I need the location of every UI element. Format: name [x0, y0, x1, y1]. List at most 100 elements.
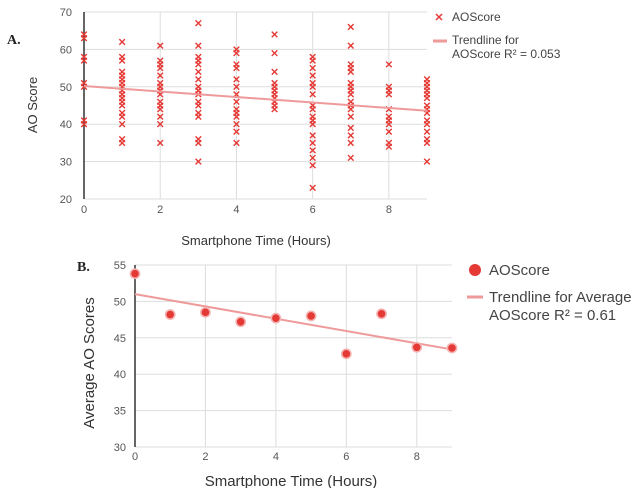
data-point-dot	[340, 348, 352, 360]
data-point-x	[118, 102, 126, 109]
data-point-x	[347, 124, 355, 132]
panel-b-legend-series: AOScore	[489, 262, 550, 279]
data-point-x	[80, 120, 88, 128]
y-tick-label: 50	[114, 296, 126, 308]
y-tick-label: 35	[114, 406, 126, 418]
data-point-x	[271, 68, 278, 76]
data-point-x	[271, 105, 278, 113]
y-tick-label: 20	[60, 194, 72, 206]
panel-a-legend-series: AOScore	[452, 10, 501, 24]
y-tick-label: 40	[60, 119, 72, 131]
data-point-x	[347, 68, 355, 76]
data-point-x	[309, 132, 316, 139]
data-point-x	[347, 42, 355, 49]
panel-a-points	[80, 19, 431, 192]
x-tick-label: 6	[343, 451, 349, 463]
panel-a-legend-trend-line1: Trendline for	[452, 33, 519, 47]
panel-b-x-axis-title: Smartphone Time (Hours)	[205, 473, 378, 488]
data-point-dot	[376, 308, 387, 320]
data-point-dot	[164, 309, 176, 320]
panel-b-y-axis-title: Average AO Scores	[81, 297, 98, 428]
data-point-x	[347, 139, 355, 147]
data-point-x	[309, 72, 316, 79]
panel-a-y-ticks: 20 30 40 50 60 70	[60, 7, 72, 206]
x-tick-label: 8	[414, 451, 420, 463]
data-point-x	[156, 120, 164, 128]
data-point-x	[309, 83, 316, 91]
panel-b-legend-trend-line1: Trendline for Average	[489, 289, 632, 306]
x-tick-label: 0	[132, 451, 138, 463]
data-point-dot	[305, 310, 317, 322]
data-point-x	[118, 139, 126, 147]
x-tick-label: 2	[202, 451, 208, 463]
data-point-x	[118, 57, 126, 64]
data-point-x	[347, 105, 355, 113]
y-tick-label: 45	[114, 333, 126, 345]
data-point-x	[423, 139, 431, 147]
chart-panel-a: A. 20 30 40 50 60 70 0 2 4 6 8 AO Score Smartphon…	[7, 7, 561, 248]
data-point-x	[271, 31, 278, 38]
panel-b-trendline	[134, 293, 453, 351]
data-point-x	[233, 113, 240, 121]
data-point-dot	[235, 316, 247, 328]
data-point-x	[195, 42, 202, 49]
data-point-x	[309, 139, 316, 147]
data-point-x	[423, 128, 431, 135]
panel-b-legend: AOScore Trendline for Average AOScore R²…	[467, 262, 632, 324]
data-point-x	[309, 120, 316, 128]
data-point-x	[385, 120, 393, 128]
data-point-x	[233, 139, 240, 147]
data-point-x	[118, 113, 126, 121]
data-point-x	[156, 72, 164, 79]
data-point-x	[233, 64, 240, 72]
x-tick-label: 2	[157, 204, 163, 216]
data-point-x	[385, 143, 393, 150]
data-point-x	[195, 76, 202, 83]
data-point-x	[309, 154, 316, 162]
panel-a-y-axis-title: AO Score	[25, 77, 40, 133]
panel-a-x-ticks: 0 2 4 6 8	[81, 204, 392, 216]
data-point-x	[309, 184, 316, 192]
data-point-x	[80, 34, 88, 42]
data-point-x	[309, 90, 316, 98]
data-point-x	[233, 76, 240, 83]
panel-a-x-axis-title: Smartphone Time (Hours)	[181, 233, 331, 248]
panel-b-x-ticks: 0 2 4 6 8	[132, 451, 420, 463]
y-tick-label: 30	[60, 157, 72, 169]
data-point-x	[385, 128, 393, 135]
data-point-x	[347, 113, 355, 121]
panel-b-legend-marker-dot	[469, 264, 481, 276]
data-point-x	[156, 113, 164, 121]
panel-b-y-ticks: 30 35 40 45 50 55	[114, 260, 126, 454]
y-tick-label: 70	[60, 7, 72, 19]
data-point-x	[156, 105, 164, 113]
data-point-x	[347, 154, 355, 162]
data-point-x	[309, 57, 316, 64]
x-tick-label: 0	[81, 204, 87, 216]
data-point-x	[385, 61, 393, 68]
data-point-x	[118, 38, 126, 46]
panel-a-label: A.	[7, 33, 21, 48]
panel-b-legend-trend-line2: AOScore R² = 0.61	[489, 307, 616, 324]
data-point-x	[423, 158, 431, 165]
data-point-dot	[446, 342, 458, 354]
y-tick-label: 55	[114, 260, 126, 272]
panel-a-legend-marker-x	[435, 13, 443, 21]
data-point-x	[195, 68, 202, 76]
data-point-x	[80, 57, 88, 64]
y-tick-label: 30	[114, 442, 126, 454]
data-point-x	[233, 120, 240, 128]
data-point-dot	[129, 268, 141, 280]
data-point-x	[233, 98, 240, 106]
data-point-x	[195, 139, 202, 147]
panel-b-label: B.	[77, 260, 90, 275]
data-point-x	[347, 90, 355, 98]
data-point-x	[309, 64, 316, 72]
data-point-x	[156, 64, 164, 72]
data-point-dot	[411, 341, 423, 353]
data-point-dot	[200, 306, 211, 318]
y-tick-label: 60	[60, 44, 72, 56]
panel-a-legend: AOScore Trendline for AOScore R² = 0.053	[433, 10, 561, 61]
data-point-x	[347, 23, 355, 31]
